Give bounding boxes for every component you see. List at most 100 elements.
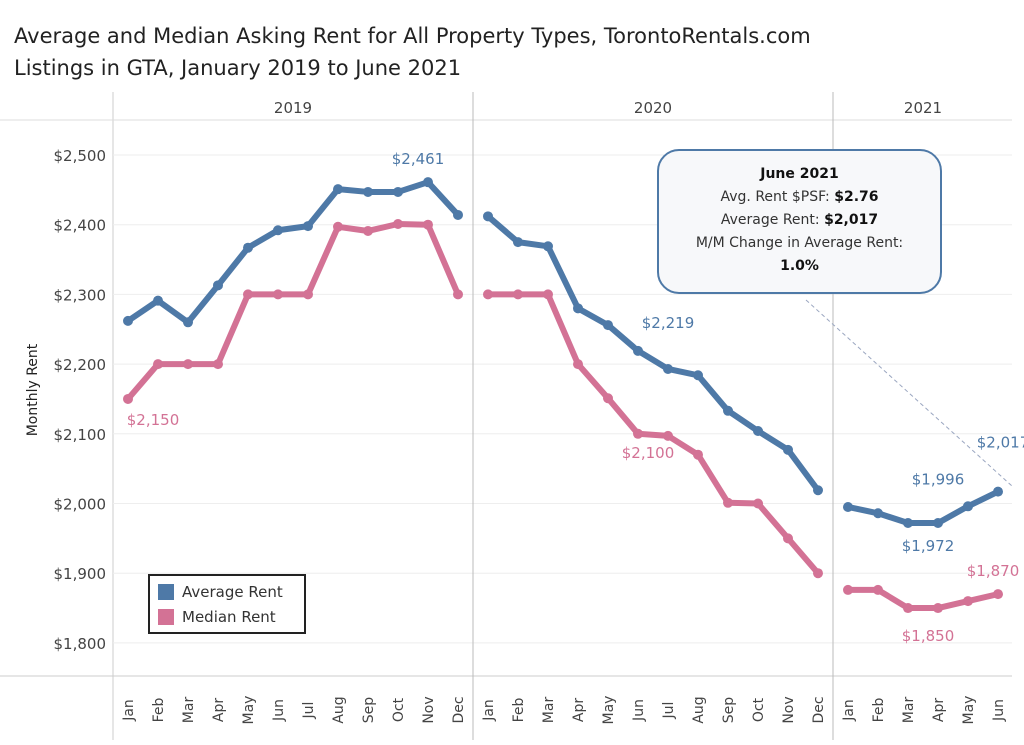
data-label: $2,150	[127, 411, 180, 429]
data-point	[123, 393, 133, 404]
x-tick-label: Aug	[691, 696, 707, 723]
tooltip-mm-label: M/M Change in Average Rent:	[695, 235, 904, 251]
data-point	[873, 584, 883, 595]
data-point	[153, 359, 163, 370]
data-point	[633, 345, 643, 356]
data-point	[543, 289, 553, 300]
data-label: $2,100	[622, 444, 675, 462]
data-point	[663, 430, 673, 441]
x-tick-label: Apr	[931, 698, 947, 722]
legend-label: Average Rent	[182, 582, 283, 601]
data-point	[273, 225, 283, 236]
x-tick-label: Jun	[631, 699, 647, 722]
data-label: $2,017	[977, 434, 1024, 452]
data-point	[843, 584, 853, 595]
x-tick-label: Dec	[451, 696, 467, 723]
panel-header: 2020	[634, 99, 672, 117]
data-point	[513, 237, 523, 248]
data-point	[783, 444, 793, 455]
x-tick-label: May	[961, 696, 977, 725]
data-point	[453, 289, 463, 300]
series-line-average	[486, 214, 821, 493]
title-line-1: Average and Median Asking Rent for All P…	[14, 24, 811, 48]
legend-label: Median Rent	[182, 607, 276, 626]
legend-swatch	[158, 608, 174, 625]
y-tick-label: $1,900	[54, 565, 107, 583]
tooltip-mm-value: 1.0%	[780, 258, 819, 274]
data-point	[813, 568, 823, 579]
data-point	[213, 280, 223, 291]
data-point	[993, 589, 1003, 600]
x-tick-label: Nov	[781, 696, 797, 723]
chart-title: Average and Median Asking Rent for All P…	[14, 20, 811, 84]
x-tick-label: Sep	[361, 697, 377, 724]
x-tick-label: Oct	[391, 697, 407, 722]
data-point	[423, 219, 433, 230]
y-axis-label: Monthly Rent	[25, 343, 41, 436]
x-tick-label: Dec	[811, 696, 827, 723]
data-label: $2,461	[392, 150, 445, 168]
data-point	[813, 485, 823, 496]
data-point	[933, 518, 943, 529]
x-tick-label: Feb	[151, 697, 167, 722]
data-point	[243, 242, 253, 253]
tooltip-pointer	[805, 299, 1013, 487]
x-tick-label: Mar	[901, 697, 917, 724]
tooltip-psf-value: $2.76	[834, 189, 879, 205]
data-point	[183, 317, 193, 328]
data-point	[693, 449, 703, 460]
data-point	[663, 363, 673, 374]
x-tick-label: Sep	[721, 697, 737, 724]
data-point	[363, 225, 373, 236]
y-tick-label: $2,200	[54, 356, 107, 374]
tooltip-avg-value: $2,017	[824, 212, 879, 228]
data-point	[843, 501, 853, 512]
data-point	[183, 359, 193, 370]
x-tick-label: Jun	[271, 699, 287, 722]
data-point	[963, 596, 973, 607]
data-point	[543, 241, 553, 252]
data-point	[513, 289, 523, 300]
x-tick-label: Jan	[481, 699, 497, 722]
data-point	[603, 320, 613, 331]
data-label: $1,850	[902, 627, 955, 645]
tooltip-avg-label: Average Rent:	[720, 212, 820, 228]
data-point	[393, 219, 403, 230]
legend: Average Rent Median Rent	[148, 574, 306, 634]
y-tick-label: $2,000	[54, 496, 107, 514]
data-point	[393, 186, 403, 197]
data-point	[993, 486, 1003, 497]
data-point	[963, 501, 973, 512]
x-tick-label: Feb	[511, 697, 527, 722]
legend-item-average[interactable]: Average Rent	[158, 579, 296, 604]
data-point	[333, 184, 343, 195]
x-tick-label: Mar	[541, 697, 557, 724]
x-tick-label: Apr	[211, 698, 227, 722]
panel-header: 2019	[274, 99, 312, 117]
x-tick-label: Aug	[331, 696, 347, 723]
data-point	[303, 221, 313, 232]
data-point	[573, 359, 583, 370]
data-point	[693, 370, 703, 381]
series-line-average	[126, 179, 461, 326]
data-point	[333, 221, 343, 232]
x-tick-label: Mar	[181, 697, 197, 724]
y-tick-label: $1,800	[54, 635, 107, 653]
y-tick-label: $2,400	[54, 217, 107, 235]
data-point	[753, 498, 763, 509]
data-point	[723, 405, 733, 416]
x-tick-label: Feb	[871, 697, 887, 722]
x-tick-label: Jul	[661, 702, 677, 720]
data-point	[903, 518, 913, 529]
tooltip-title: June 2021	[760, 166, 839, 182]
data-point	[723, 497, 733, 508]
data-point	[273, 289, 283, 300]
x-tick-label: Oct	[751, 697, 767, 722]
data-label: $1,996	[912, 470, 965, 488]
y-tick-label: $2,300	[54, 286, 107, 304]
legend-item-median[interactable]: Median Rent	[158, 604, 296, 629]
x-tick-label: May	[601, 696, 617, 725]
data-point	[213, 359, 223, 370]
data-point	[633, 428, 643, 439]
